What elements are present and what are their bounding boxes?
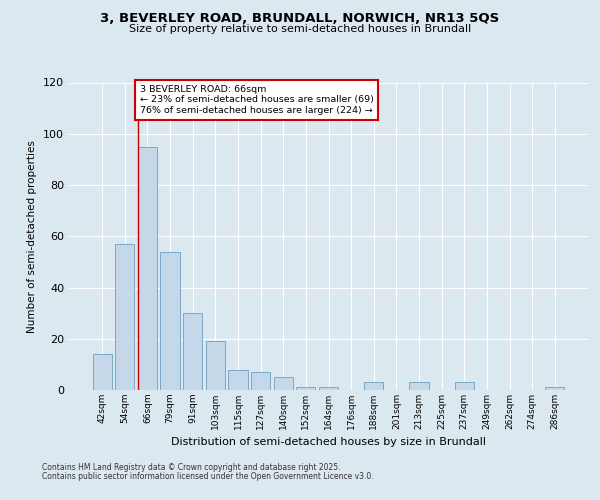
Bar [364, 382, 383, 390]
X-axis label: Distribution of semi-detached houses by size in Brundall: Distribution of semi-detached houses by … [171, 438, 486, 448]
Bar [251, 372, 270, 390]
Bar [229, 370, 248, 390]
Y-axis label: Number of semi-detached properties: Number of semi-detached properties [28, 140, 37, 332]
Bar [115, 244, 134, 390]
Text: Contains HM Land Registry data © Crown copyright and database right 2025.: Contains HM Land Registry data © Crown c… [42, 464, 341, 472]
Bar [455, 382, 474, 390]
Bar [296, 388, 316, 390]
Text: 3 BEVERLEY ROAD: 66sqm
← 23% of semi-detached houses are smaller (69)
76% of sem: 3 BEVERLEY ROAD: 66sqm ← 23% of semi-det… [140, 85, 373, 115]
Text: Size of property relative to semi-detached houses in Brundall: Size of property relative to semi-detach… [129, 24, 471, 34]
Bar [92, 354, 112, 390]
Bar [160, 252, 180, 390]
Text: 3, BEVERLEY ROAD, BRUNDALL, NORWICH, NR13 5QS: 3, BEVERLEY ROAD, BRUNDALL, NORWICH, NR1… [100, 12, 500, 26]
Bar [545, 388, 565, 390]
Bar [183, 313, 202, 390]
Bar [206, 342, 225, 390]
Bar [138, 146, 157, 390]
Bar [274, 377, 293, 390]
Text: Contains public sector information licensed under the Open Government Licence v3: Contains public sector information licen… [42, 472, 374, 481]
Bar [319, 388, 338, 390]
Bar [409, 382, 428, 390]
